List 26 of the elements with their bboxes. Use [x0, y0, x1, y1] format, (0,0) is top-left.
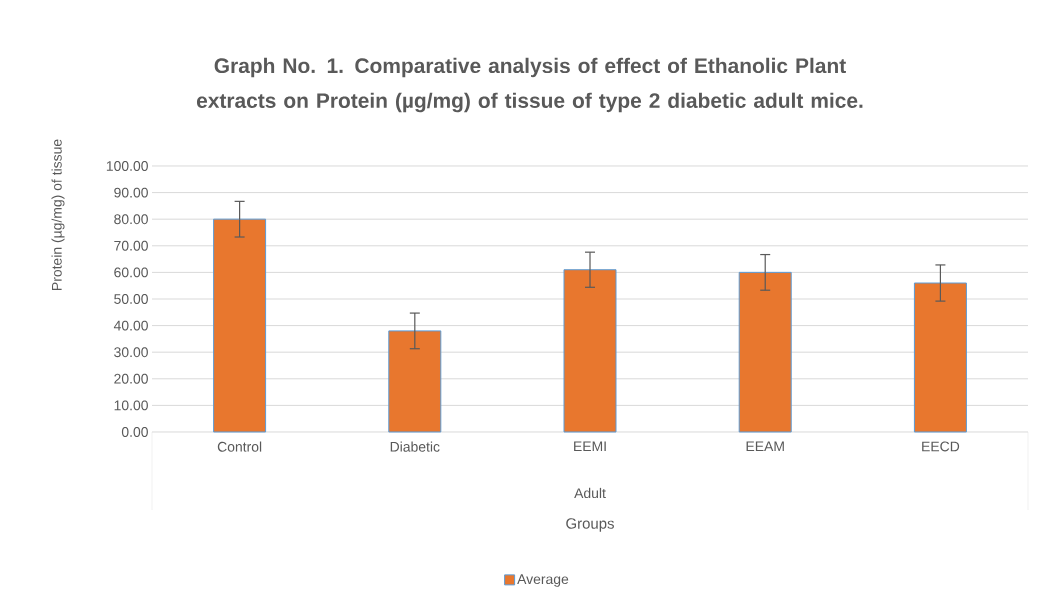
x-tick-label: Diabetic	[390, 441, 440, 452]
x-tick-label: Control	[217, 441, 262, 452]
y-axis-title: Protein (µg/mg) of tissue	[51, 139, 65, 290]
legend-label: Average	[517, 574, 569, 587]
bar	[563, 269, 617, 433]
y-tick-label: 30.00	[114, 347, 148, 358]
bar	[388, 330, 442, 433]
y-tick-label: 0.00	[121, 427, 148, 437]
y-tick-label: 40.00	[113, 320, 148, 331]
y-tick-label: 100.00	[106, 161, 148, 171]
y-tick-label: 80.00	[114, 214, 148, 225]
x-tick-label: EECD	[922, 441, 960, 452]
x-axis-title: Groups	[566, 518, 614, 532]
text: Adult	[574, 487, 606, 499]
y-tick-label: 10.00	[114, 400, 148, 411]
x-tick-label: EEAM	[746, 441, 784, 452]
y-tick-label: 90.00	[114, 187, 148, 198]
x-tick-label: EEMI	[574, 441, 606, 452]
bar	[738, 271, 792, 433]
y-tick-label: 20.00	[114, 373, 148, 384]
bar	[213, 218, 267, 433]
y-tick-label: 60.00	[114, 267, 148, 278]
y-tick-label: 70.00	[114, 240, 148, 251]
bar	[913, 282, 967, 433]
y-tick-label: 50.00	[114, 294, 148, 304]
chart-title: Graph No. 1. Comparative analysis of effect of Ethanolic Plant extracts on Protein (µg/mg) of tissue of type 2 diabetic adult mice.	[196, 57, 863, 113]
